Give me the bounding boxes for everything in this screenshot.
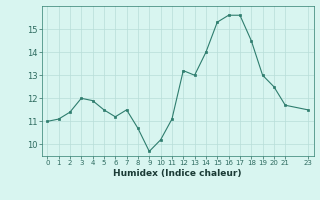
X-axis label: Humidex (Indice chaleur): Humidex (Indice chaleur) [113,169,242,178]
